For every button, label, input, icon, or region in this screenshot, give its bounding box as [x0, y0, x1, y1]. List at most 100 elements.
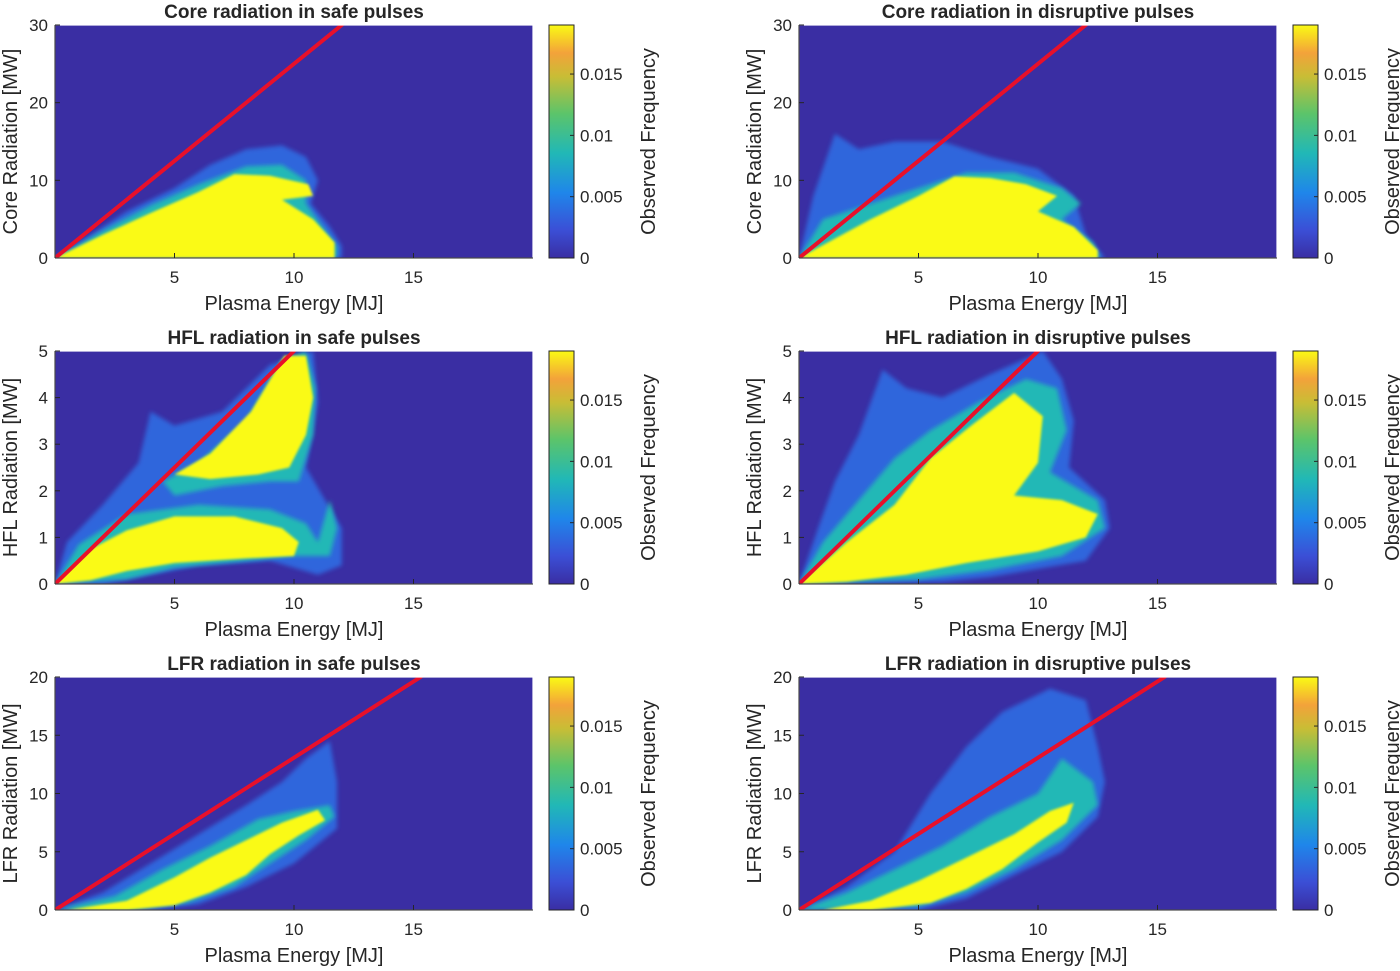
density-region-low: [55, 741, 337, 910]
x-tick-label: 5: [170, 920, 179, 939]
x-axis-label: Plasma Energy [MJ]: [949, 293, 1128, 315]
colorbar-label: Observed Frequency: [638, 374, 660, 561]
x-tick-label: 5: [914, 594, 923, 613]
y-tick-label: 0: [783, 575, 792, 594]
panel-4: 5 10 15 0 1 2 3 4 5 HFL radiation in disruptive p…: [744, 328, 1400, 641]
colorbar-tick-label: 0: [580, 249, 589, 268]
density-region-high: [822, 802, 1074, 910]
colorbar-tick-label: 0.015: [580, 391, 623, 410]
colorbar-label: Observed Frequency: [638, 700, 660, 887]
y-tick-label: 5: [39, 342, 48, 361]
x-tick-label: 15: [404, 920, 423, 939]
colorbar-tick-label: 0.015: [580, 65, 623, 84]
panel-5: 5 10 15 0 5 10 15 20 LFR radiation in safe pulse…: [0, 654, 660, 967]
y-tick-label: 20: [29, 668, 48, 687]
y-tick-label: 30: [29, 16, 48, 35]
density-region-high: [55, 174, 335, 258]
panel-3: 5 10 15 0 1 2 3 4 5 HFL radiation in safe pulses P…: [0, 328, 660, 641]
colorbar-label: Observed Frequency: [638, 48, 660, 235]
threshold-line: [55, 25, 344, 258]
y-tick-label: 5: [783, 843, 792, 862]
colorbar-gradient: [1292, 350, 1319, 585]
colorbar: 0 0.005 0.01 0.015 Observed Frequency: [548, 676, 660, 920]
heatmap-density: [55, 351, 342, 584]
panel-title: Core radiation in disruptive pulses: [882, 2, 1195, 23]
y-tick-label: 2: [39, 482, 48, 501]
x-tick-label: 10: [1029, 594, 1048, 613]
colorbar-tick-label: 0: [1324, 575, 1333, 594]
threshold-line: [55, 677, 423, 910]
y-tick-label: 0: [783, 901, 792, 920]
panel-6: 5 10 15 0 5 10 15 20 LFR radiation in disruptive…: [744, 654, 1400, 967]
colorbar-tick-label: 0.005: [1324, 188, 1367, 207]
y-tick-label: 4: [39, 389, 48, 408]
x-axis-label: Plasma Energy [MJ]: [949, 619, 1128, 641]
colorbar-tick-label: 0.01: [580, 126, 613, 145]
panel-title: Core radiation in safe pulses: [164, 2, 424, 23]
y-tick-label: 1: [783, 528, 792, 547]
y-tick-label: 0: [39, 575, 48, 594]
y-tick-label: 30: [773, 16, 792, 35]
x-tick-label: 10: [285, 920, 304, 939]
colorbar-tick-label: 0.01: [1324, 452, 1357, 471]
y-axis-label: LFR Radiation [MW]: [744, 703, 766, 883]
y-tick-label: 0: [39, 901, 48, 920]
y-axis-label: Core Radiation [MW]: [0, 49, 22, 235]
y-tick-label: 5: [39, 843, 48, 862]
panel-1: 5 10 15 0 10 20 30 Core radiation in safe pulse…: [0, 2, 660, 315]
colorbar-tick-label: 0.015: [1324, 391, 1367, 410]
colorbar-tick-label: 0.01: [1324, 778, 1357, 797]
y-tick-label: 20: [773, 668, 792, 687]
colorbar-tick-label: 0: [1324, 901, 1333, 920]
colorbar: 0 0.005 0.01 0.015 Observed Frequency: [1292, 350, 1400, 594]
panel-title: LFR radiation in safe pulses: [167, 654, 420, 675]
colorbar-tick-label: 0.005: [580, 514, 623, 533]
colorbar-tick-label: 0.01: [580, 778, 613, 797]
y-tick-label: 4: [783, 389, 792, 408]
y-axis-label: LFR Radiation [MW]: [0, 703, 22, 883]
y-tick-label: 5: [783, 342, 792, 361]
heatmap-density: [799, 351, 1110, 584]
y-axis-label: HFL Radiation [MW]: [0, 378, 22, 557]
x-tick-label: 10: [1029, 920, 1048, 939]
y-tick-label: 15: [773, 726, 792, 745]
y-tick-label: 10: [773, 171, 792, 190]
colorbar: 0 0.005 0.01 0.015 Observed Frequency: [1292, 24, 1400, 268]
panel-2: 5 10 15 0 10 20 30 Core radiation in disruptive…: [744, 2, 1400, 315]
heatmap-density: [799, 688, 1105, 910]
panel-title: HFL radiation in safe pulses: [167, 328, 420, 349]
y-tick-label: 15: [29, 726, 48, 745]
y-tick-label: 0: [783, 249, 792, 268]
colorbar-tick-label: 0.01: [1324, 126, 1357, 145]
x-tick-label: 15: [1148, 920, 1167, 939]
y-tick-label: 10: [29, 171, 48, 190]
colorbar-tick-label: 0.015: [1324, 717, 1367, 736]
x-tick-label: 15: [1148, 594, 1167, 613]
x-tick-label: 15: [404, 594, 423, 613]
heatmap-density: [799, 133, 1105, 258]
colorbar: 0 0.005 0.01 0.015 Observed Frequency: [1292, 676, 1400, 920]
colorbar: 0 0.005 0.01 0.015 Observed Frequency: [548, 350, 660, 594]
colorbar-tick-label: 0.005: [1324, 514, 1367, 533]
y-tick-label: 1: [39, 528, 48, 547]
y-tick-label: 20: [773, 94, 792, 113]
x-axis-label: Plasma Energy [MJ]: [205, 293, 384, 315]
colorbar-label: Observed Frequency: [1382, 374, 1400, 561]
colorbar-tick-label: 0.01: [580, 452, 613, 471]
y-axis-label: HFL Radiation [MW]: [744, 378, 766, 557]
colorbar-gradient: [1292, 24, 1319, 259]
colorbar-tick-label: 0: [1324, 249, 1333, 268]
x-tick-label: 15: [404, 268, 423, 287]
y-axis-label: Core Radiation [MW]: [744, 49, 766, 235]
x-tick-label: 10: [285, 268, 304, 287]
y-tick-label: 0: [39, 249, 48, 268]
density-region-high: [799, 392, 1098, 584]
x-tick-label: 5: [170, 268, 179, 287]
y-tick-label: 2: [783, 482, 792, 501]
y-tick-label: 10: [29, 785, 48, 804]
density-region-high: [174, 355, 314, 480]
x-axis-label: Plasma Energy [MJ]: [205, 619, 384, 641]
colorbar-tick-label: 0.015: [580, 717, 623, 736]
colorbar-tick-label: 0.005: [580, 188, 623, 207]
